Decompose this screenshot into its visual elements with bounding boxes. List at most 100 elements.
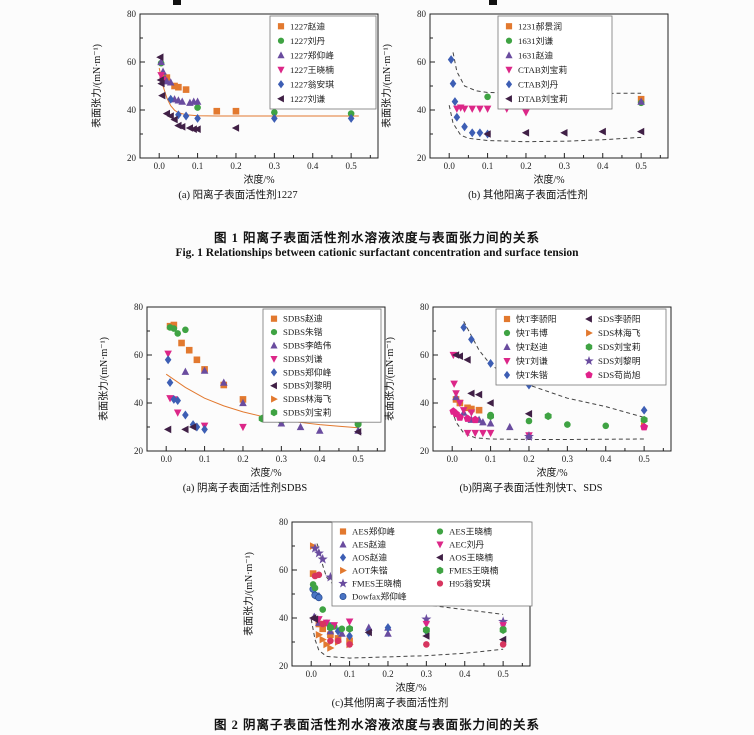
svg-text:0.1: 0.1	[344, 669, 355, 679]
svg-text:DTAB刘宝莉: DTAB刘宝莉	[518, 93, 568, 104]
figure1-caption-zh: 图 1 阳离子表面活性剂水溶液浓度与表面张力间的关系	[213, 231, 540, 245]
svg-text:浓度/%: 浓度/%	[250, 466, 281, 479]
chart-2a-sdbs: 0.0 0.1 0.2 0.3 0.4 0.5 20 40 60 80 浓度/% 表面张力/(mN·m…	[95, 293, 395, 495]
svg-text:0.5: 0.5	[498, 669, 510, 679]
svg-text:SDBS刘谦: SDBS刘谦	[283, 353, 323, 364]
svg-text:60: 60	[420, 350, 430, 360]
scatter-plot-2b: 0.0 0.1 0.2 0.3 0.4 0.5 20 40 60 80 浓度/% 表面张力/(mN·m…	[383, 302, 672, 479]
chart-2b-kuaiT-sds: 0.0 0.1 0.2 0.3 0.4 0.5 20 40 60 80 浓度/% 表面张力/(mN·m…	[381, 293, 681, 495]
svg-text:AES赵迪: AES赵迪	[352, 539, 386, 550]
svg-text:0.4: 0.4	[597, 161, 609, 171]
svg-text:20: 20	[279, 661, 289, 671]
svg-text:SDS刘黎明: SDS刘黎明	[598, 355, 641, 366]
svg-text:SDBS朱锴: SDBS朱锴	[283, 326, 323, 337]
svg-text:40: 40	[134, 398, 144, 408]
svg-text:40: 40	[127, 105, 137, 115]
svg-text:1231郝景润: 1231郝景润	[518, 20, 562, 31]
svg-text:0.4: 0.4	[459, 669, 471, 679]
svg-text:快T刘谦: 快T刘谦	[516, 355, 548, 366]
svg-text:0.2: 0.2	[237, 454, 248, 464]
svg-text:0.1: 0.1	[192, 161, 203, 171]
svg-text:表面张力/(mN·m⁻¹): 表面张力/(mN·m⁻¹)	[90, 44, 103, 128]
svg-text:表面张力/(mN·m⁻¹): 表面张力/(mN·m⁻¹)	[242, 552, 255, 636]
svg-text:快T赵迪: 快T赵迪	[516, 341, 548, 352]
svg-text:0.3: 0.3	[269, 161, 281, 171]
svg-text:浓度/%: 浓度/%	[533, 173, 564, 186]
scatter-plot-1b: 0.0 0.1 0.2 0.3 0.4 0.5 20 40 60 80 浓度/% 表面张力/(mN·m…	[380, 9, 669, 186]
svg-text:0.5: 0.5	[636, 161, 648, 171]
svg-text:1631刘谦: 1631刘谦	[518, 35, 553, 46]
scatter-plot-2a: 0.0 0.1 0.2 0.3 0.4 0.5 20 40 60 80 浓度/% 表面张力/(mN·m…	[97, 302, 386, 479]
svg-text:0.1: 0.1	[485, 454, 496, 464]
svg-text:0.2: 0.2	[230, 161, 241, 171]
svg-text:SDBS林海飞: SDBS林海飞	[283, 393, 332, 404]
svg-text:快T李骄阳: 快T李骄阳	[516, 313, 557, 324]
svg-text:0.3: 0.3	[421, 669, 433, 679]
svg-text:AOS王晓楠: AOS王晓楠	[449, 552, 493, 563]
figure1-caption-en: Fig. 1 Relationships between cationic su…	[175, 247, 579, 259]
scatter-plot-1a: 0.0 0.1 0.2 0.3 0.4 0.5 20 40 60 80 浓度/% 表面张力/(mN·m…	[90, 9, 379, 186]
svg-text:CTAB刘宝莉: CTAB刘宝莉	[518, 64, 567, 75]
svg-text:80: 80	[127, 9, 137, 19]
svg-text:AEC刘丹: AEC刘丹	[449, 539, 484, 550]
chart-1a-cationic-1227: 0.0 0.1 0.2 0.3 0.4 0.5 20 40 60 80 浓度/% 表面张力/(mN·m…	[88, 0, 388, 202]
svg-text:1227郑仰峰: 1227郑仰峰	[290, 49, 334, 60]
svg-text:0.4: 0.4	[314, 454, 326, 464]
svg-text:H95翁安琪: H95翁安琪	[449, 578, 491, 589]
svg-text:浓度/%: 浓度/%	[243, 173, 274, 186]
svg-text:80: 80	[417, 9, 427, 19]
svg-text:0.5: 0.5	[639, 454, 651, 464]
svg-text:0.0: 0.0	[447, 454, 459, 464]
svg-text:1631赵迪: 1631赵迪	[518, 49, 553, 60]
svg-text:SDBS刘宝莉: SDBS刘宝莉	[283, 407, 332, 418]
svg-text:0.1: 0.1	[199, 454, 210, 464]
svg-text:20: 20	[127, 153, 137, 163]
subplot-caption-1b: (b) 其他阳离子表面活性剂	[468, 190, 588, 201]
svg-text:AES郑仰峰: AES郑仰峰	[352, 526, 395, 537]
svg-text:0.5: 0.5	[353, 454, 365, 464]
svg-text:AOT朱锴: AOT朱锴	[352, 565, 388, 576]
svg-text:0.2: 0.2	[382, 669, 393, 679]
svg-text:AES王晓楠: AES王晓楠	[449, 526, 492, 537]
svg-text:1227王晓楠: 1227王晓楠	[290, 64, 334, 75]
svg-text:1227翁安琪: 1227翁安琪	[290, 78, 334, 89]
svg-text:FMES王晓楠: FMES王晓楠	[449, 565, 499, 576]
svg-text:SDS苟尚旭: SDS苟尚旭	[598, 369, 641, 380]
chart-2c-other-anionic: 0.0 0.1 0.2 0.3 0.4 0.5 20 40 60 80 浓度/% 表面张力/(mN·m…	[240, 508, 540, 710]
scatter-plot-2c: 0.0 0.1 0.2 0.3 0.4 0.5 20 40 60 80 浓度/% 表面张力/(mN·m…	[242, 517, 533, 694]
svg-text:表面张力/(mN·m⁻¹): 表面张力/(mN·m⁻¹)	[383, 337, 396, 421]
svg-text:80: 80	[420, 302, 430, 312]
svg-text:40: 40	[420, 398, 430, 408]
svg-text:SDS刘宝莉: SDS刘宝莉	[598, 341, 641, 352]
svg-text:20: 20	[417, 153, 427, 163]
svg-text:AOS赵迪: AOS赵迪	[352, 552, 387, 563]
svg-text:快T韦博: 快T韦博	[516, 327, 548, 338]
svg-text:表面张力/(mN·m⁻¹): 表面张力/(mN·m⁻¹)	[380, 44, 393, 128]
svg-text:60: 60	[127, 57, 137, 67]
figure2-caption-zh: 图 2 阴离子表面活性剂水溶液浓度与表面张力间的关系	[213, 718, 540, 732]
subplot-caption-2c: (c)其他阴离子表面活性剂	[331, 698, 449, 709]
svg-text:20: 20	[420, 446, 430, 456]
svg-text:0.2: 0.2	[520, 161, 531, 171]
svg-text:FMES王晓楠: FMES王晓楠	[352, 578, 402, 589]
svg-text:60: 60	[134, 350, 144, 360]
svg-text:0.4: 0.4	[307, 161, 319, 171]
svg-text:表面张力/(mN·m⁻¹): 表面张力/(mN·m⁻¹)	[97, 337, 110, 421]
svg-text:SDBS赵迪: SDBS赵迪	[283, 313, 323, 324]
svg-text:80: 80	[134, 302, 144, 312]
svg-text:Dowfax郑仰峰: Dowfax郑仰峰	[352, 591, 407, 602]
svg-text:60: 60	[279, 565, 289, 575]
svg-text:浓度/%: 浓度/%	[536, 466, 567, 479]
svg-text:0.3: 0.3	[562, 454, 574, 464]
svg-text:0.3: 0.3	[276, 454, 288, 464]
scan-artifact	[489, 0, 497, 5]
subplot-caption-2a: (a) 阴离子表面活性剂SDBS	[182, 483, 308, 494]
svg-text:0.0: 0.0	[444, 161, 456, 171]
svg-text:0.3: 0.3	[559, 161, 571, 171]
svg-text:0.5: 0.5	[346, 161, 358, 171]
svg-text:0.2: 0.2	[523, 454, 534, 464]
svg-text:SDBS李皓伟: SDBS李皓伟	[283, 340, 332, 351]
svg-text:SDBS刘黎明: SDBS刘黎明	[283, 380, 332, 391]
svg-text:0.0: 0.0	[154, 161, 166, 171]
